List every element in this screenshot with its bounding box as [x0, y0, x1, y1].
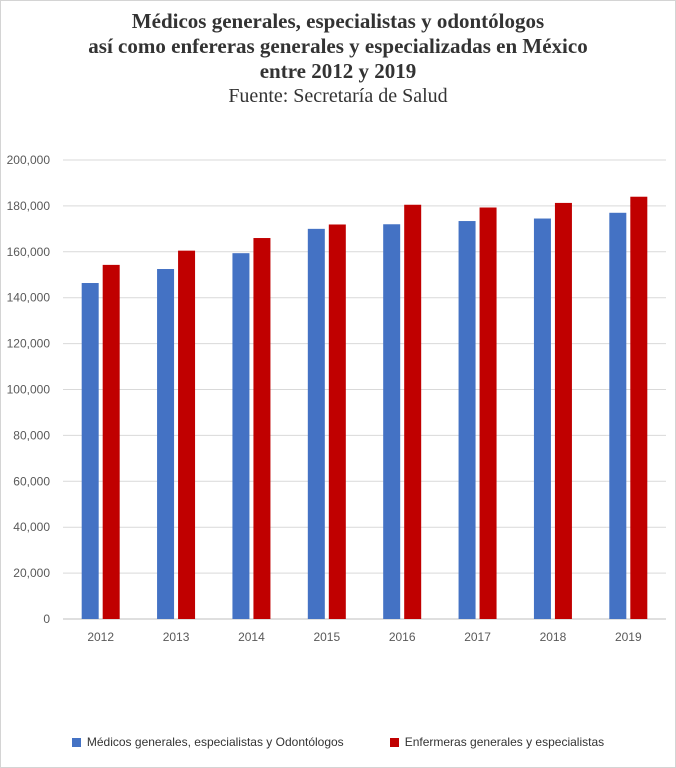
y-tick-label: 20,000 — [13, 566, 50, 580]
chart-legend: Médicos generales, especialistas y Odont… — [1, 735, 675, 749]
bar-medicos-2013[interactable] — [157, 269, 175, 619]
legend-label-enfermeras: Enfermeras generales y especialistas — [404, 735, 605, 749]
x-tick-label: 2017 — [464, 630, 491, 644]
y-tick-label: 120,000 — [7, 337, 51, 351]
y-tick-label: 160,000 — [7, 245, 51, 259]
bar-enfermeras-2018[interactable] — [554, 202, 572, 619]
bar-medicos-2015[interactable] — [307, 228, 325, 619]
y-tick-label: 100,000 — [7, 383, 51, 397]
bar-enfermeras-2014[interactable] — [253, 238, 271, 619]
bar-medicos-2016[interactable] — [383, 224, 401, 619]
x-tick-label: 2015 — [313, 630, 340, 644]
x-axis-tick-labels: 2012 2013 2014 2015 2016 2017 2018 2019 — [87, 630, 642, 644]
bar-enfermeras-2012[interactable] — [102, 264, 120, 619]
y-axis-tick-labels: 200,000 180,000 160,000 140,000 120,000 100,0… — [7, 153, 51, 626]
bar-medicos-2017[interactable] — [458, 221, 476, 619]
bar-medicos-2018[interactable] — [533, 218, 551, 619]
legend-swatch-medicos — [71, 737, 81, 747]
x-tick-label: 2014 — [238, 630, 265, 644]
bar-enfermeras-2016[interactable] — [404, 204, 422, 619]
chart-title-line-2: así como enfereras generales y especiali… — [88, 34, 588, 58]
legend-swatch-enfermeras — [389, 737, 399, 747]
bar-enfermeras-2015[interactable] — [328, 224, 346, 619]
y-tick-label: 40,000 — [13, 520, 50, 534]
bar-enfermeras-2019[interactable] — [630, 196, 648, 619]
x-tick-label: 2012 — [87, 630, 114, 644]
chart-title-line-1: Médicos generales, especialistas y odont… — [131, 9, 545, 33]
grid-lines — [63, 159, 666, 620]
bar-enfermeras-2013[interactable] — [178, 250, 196, 619]
x-tick-label: 2016 — [389, 630, 416, 644]
bars — [81, 196, 648, 619]
legend-label-medicos: Médicos generales, especialistas y Odont… — [86, 735, 344, 749]
x-tick-label: 2019 — [615, 630, 642, 644]
bar-medicos-2014[interactable] — [232, 253, 250, 619]
bar-enfermeras-2017[interactable] — [479, 207, 497, 619]
chart-title-line-3: entre 2012 y 2019 — [259, 59, 417, 83]
chart-subtitle: Fuente: Secretaría de Salud — [228, 85, 448, 107]
x-tick-label: 2018 — [540, 630, 567, 644]
y-tick-label: 60,000 — [13, 474, 50, 488]
bar-medicos-2019[interactable] — [609, 212, 627, 619]
y-tick-label: 200,000 — [7, 153, 51, 167]
y-tick-label: 80,000 — [13, 428, 50, 442]
y-tick-label: 0 — [43, 612, 50, 626]
bar-medicos-2012[interactable] — [81, 283, 99, 619]
chart-title-block: Médicos generales, especialistas y odont… — [1, 9, 675, 108]
legend-item-medicos[interactable]: Médicos generales, especialistas y Odont… — [71, 735, 344, 749]
y-tick-label: 140,000 — [7, 291, 51, 305]
x-tick-label: 2013 — [163, 630, 190, 644]
y-tick-label: 180,000 — [7, 199, 51, 213]
bar-chart: 200,000 180,000 160,000 140,000 120,000 100,0… — [7, 153, 666, 644]
legend-item-enfermeras[interactable]: Enfermeras generales y especialistas — [389, 735, 605, 749]
